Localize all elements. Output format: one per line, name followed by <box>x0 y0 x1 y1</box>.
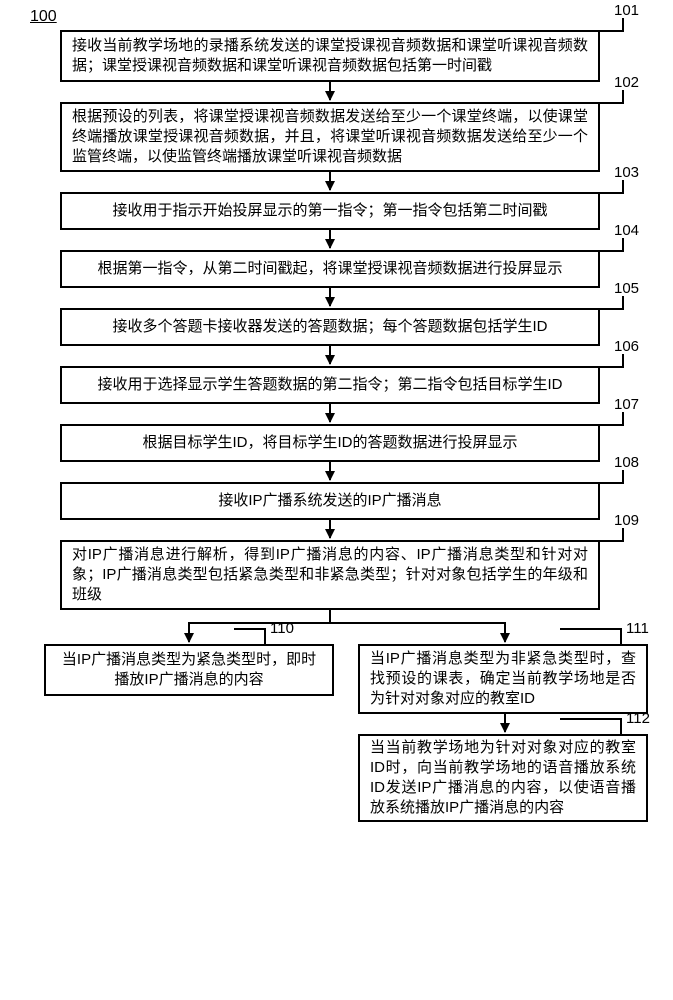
leader-103-h <box>600 192 624 194</box>
arrow-106-107 <box>329 404 331 422</box>
label-106: 106 <box>614 338 639 355</box>
leader-111-v <box>620 628 622 644</box>
label-111: 111 <box>626 620 649 637</box>
split-109-hline <box>188 622 506 624</box>
leader-104-v <box>622 238 624 252</box>
step-109: 对IP广播消息进行解析，得到IP广播消息的内容、IP广播消息类型和针对对象；IP… <box>60 540 600 610</box>
step-104-text: 根据第一指令，从第二时间戳起，将课堂授课视音频数据进行投屏显示 <box>97 259 562 279</box>
step-107: 根据目标学生ID，将目标学生ID的答题数据进行投屏显示 <box>60 424 600 462</box>
flowchart-canvas: 100 接收当前教学场地的录播系统发送的课堂授课视音频数据和课堂听课视音频数据；… <box>0 0 673 1000</box>
step-104: 根据第一指令，从第二时间戳起，将课堂授课视音频数据进行投屏显示 <box>60 250 600 288</box>
arrow-111-112 <box>504 714 506 732</box>
step-112: 当当前教学场地为针对对象对应的教室ID时，向当前教学场地的语音播放系统ID发送I… <box>358 734 648 822</box>
label-104: 104 <box>614 222 639 239</box>
leader-111-h <box>560 628 620 630</box>
arrow-101-102 <box>329 82 331 100</box>
leader-108-v <box>622 470 624 484</box>
step-101-text: 接收当前教学场地的录播系统发送的课堂授课视音频数据和课堂听课视音频数据；课堂授课… <box>72 36 588 77</box>
label-105: 105 <box>614 280 639 297</box>
step-102-text: 根据预设的列表，将课堂授课视音频数据发送给至少一个课堂终端，以使课堂终端播放课堂… <box>72 107 588 168</box>
step-102: 根据预设的列表，将课堂授课视音频数据发送给至少一个课堂终端，以使课堂终端播放课堂… <box>60 102 600 172</box>
leader-106-v <box>622 354 624 368</box>
arrow-107-108 <box>329 462 331 480</box>
leader-109-v <box>622 528 624 542</box>
leader-102-v <box>622 90 624 104</box>
step-107-text: 根据目标学生ID，将目标学生ID的答题数据进行投屏显示 <box>142 433 517 453</box>
leader-112-h <box>560 718 620 720</box>
label-108: 108 <box>614 454 639 471</box>
arrow-102-103 <box>329 172 331 190</box>
step-108-text: 接收IP广播系统发送的IP广播消息 <box>218 491 441 511</box>
leader-107-v <box>622 412 624 426</box>
arrow-104-105 <box>329 288 331 306</box>
step-109-text: 对IP广播消息进行解析，得到IP广播消息的内容、IP广播消息类型和针对对象；IP… <box>72 545 588 606</box>
leader-106-h <box>600 366 624 368</box>
step-111: 当IP广播消息类型为非紧急类型时，查找预设的课表，确定当前教学场地是否为针对对象… <box>358 644 648 714</box>
step-103-text: 接收用于指示开始投屏显示的第一指令；第一指令包括第二时间戳 <box>112 201 547 221</box>
leader-110-h <box>234 628 264 630</box>
leader-108-h <box>600 482 624 484</box>
step-105-text: 接收多个答题卡接收器发送的答题数据；每个答题数据包括学生ID <box>112 317 547 337</box>
step-111-text: 当IP广播消息类型为非紧急类型时，查找预设的课表，确定当前教学场地是否为针对对象… <box>370 649 636 710</box>
leader-105-v <box>622 296 624 310</box>
leader-105-h <box>600 308 624 310</box>
leader-102-h <box>600 102 624 104</box>
leader-103-v <box>622 180 624 194</box>
step-106-text: 接收用于选择显示学生答题数据的第二指令；第二指令包括目标学生ID <box>97 375 562 395</box>
figure-number: 100 <box>30 8 57 26</box>
arrow-105-106 <box>329 346 331 364</box>
leader-110-v <box>264 628 266 644</box>
step-112-text: 当当前教学场地为针对对象对应的教室ID时，向当前教学场地的语音播放系统ID发送I… <box>370 738 636 819</box>
label-109: 109 <box>614 512 639 529</box>
leader-109-h <box>600 540 624 542</box>
step-108: 接收IP广播系统发送的IP广播消息 <box>60 482 600 520</box>
label-102: 102 <box>614 74 639 91</box>
leader-112-v <box>620 718 622 734</box>
label-110: 110 <box>270 620 294 637</box>
step-106: 接收用于选择显示学生答题数据的第二指令；第二指令包括目标学生ID <box>60 366 600 404</box>
label-103: 103 <box>614 164 639 181</box>
step-105: 接收多个答题卡接收器发送的答题数据；每个答题数据包括学生ID <box>60 308 600 346</box>
step-103: 接收用于指示开始投屏显示的第一指令；第一指令包括第二时间戳 <box>60 192 600 230</box>
step-101: 接收当前教学场地的录播系统发送的课堂授课视音频数据和课堂听课视音频数据；课堂授课… <box>60 30 600 82</box>
leader-101-v <box>622 18 624 32</box>
label-101: 101 <box>614 2 639 19</box>
leader-104-h <box>600 250 624 252</box>
arrow-103-104 <box>329 230 331 248</box>
step-110-text: 当IP广播消息类型为紧急类型时，即时播放IP广播消息的内容 <box>56 650 322 691</box>
leader-101-h <box>600 30 624 32</box>
arrow-109-110 <box>188 622 190 642</box>
leader-107-h <box>600 424 624 426</box>
arrow-108-109 <box>329 520 331 538</box>
label-107: 107 <box>614 396 639 413</box>
step-110: 当IP广播消息类型为紧急类型时，即时播放IP广播消息的内容 <box>44 644 334 696</box>
arrow-109-111 <box>504 622 506 642</box>
label-112: 112 <box>626 710 650 727</box>
